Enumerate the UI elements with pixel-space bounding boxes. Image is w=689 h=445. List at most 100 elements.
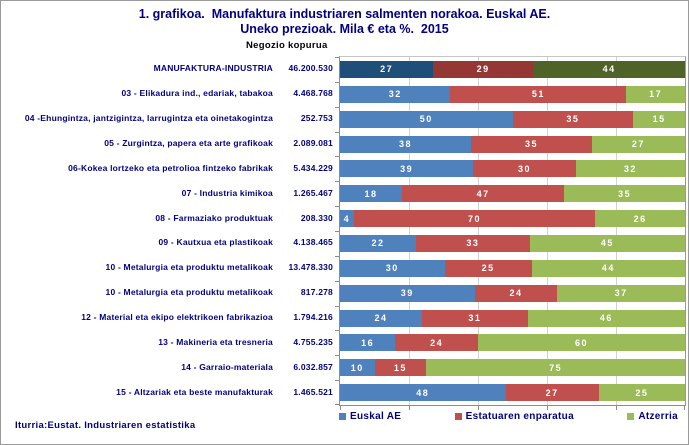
row-value: 1.794.216 <box>293 312 333 323</box>
axis-tick <box>335 57 339 58</box>
row-label: 07 - Industria kimikoa <box>181 187 273 198</box>
bar-segment: 26 <box>595 210 685 228</box>
bar-segment: 37 <box>557 284 685 302</box>
axis-tick <box>335 156 339 158</box>
bar-segment: 18 <box>340 185 403 203</box>
bar-segment: 44 <box>531 259 685 277</box>
axis-tick <box>335 380 339 382</box>
axis-tick <box>335 255 339 257</box>
bar-segment: 60 <box>478 334 685 352</box>
row-value: 5.434.229 <box>293 162 333 173</box>
bar-segment: 38 <box>340 135 472 153</box>
bar-row: 48 27 25 <box>340 380 685 405</box>
row-value: 1.265.467 <box>293 187 333 198</box>
stacked-bar: 48 27 25 <box>340 384 685 402</box>
bar-segment: 47 <box>402 185 565 203</box>
bar-segment: 45 <box>529 234 685 252</box>
stacked-bar: 50 35 15 <box>340 110 685 128</box>
stacked-bar: 30 25 44 <box>340 259 685 277</box>
axis-tick <box>340 406 341 410</box>
axis-tick <box>335 305 339 307</box>
stacked-bar: 4 70 26 <box>340 210 685 228</box>
plot-area: 27 29 44 32 51 17 50 35 15 38 35 27 39 30 32 18 47 35 4 70 2… <box>335 56 686 410</box>
bar-segment: 15 <box>374 359 427 377</box>
bar-row: 18 47 35 <box>340 181 685 206</box>
bar-segment: 27 <box>505 384 599 402</box>
bar-segment: 27 <box>340 60 434 78</box>
bar-segment: 15 <box>633 110 685 128</box>
axis-tick <box>335 206 339 208</box>
table-row: 13 - Makineria eta tresneria 4.755.235 <box>1 329 339 354</box>
row-label: 13 - Makineria eta tresneria <box>158 336 273 347</box>
bar-segment: 25 <box>598 384 685 402</box>
row-value: 6.032.857 <box>293 361 333 372</box>
bar-segment: 48 <box>340 384 506 402</box>
table-row: 04 -Ehungintza, jantzigintza, larrugintz… <box>1 106 339 131</box>
stacked-bar: 22 33 45 <box>340 234 685 252</box>
table-row: MANUFAKTURA-INDUSTRIA 46.200.530 <box>1 56 339 81</box>
bar-segment: 4 <box>340 210 354 228</box>
bar-segment: 24 <box>474 284 558 302</box>
bar-segment: 10 <box>340 359 375 377</box>
axis-tick <box>335 404 339 405</box>
table-row: 09 - Kautxua eta plastikoak 4.138.465 <box>1 230 339 255</box>
axis-tick <box>335 280 339 282</box>
bar-row: 30 25 44 <box>340 256 685 281</box>
legend: Euskal AE Estatuaren enparatua Atzerria <box>339 411 684 422</box>
axis-tick <box>335 330 339 332</box>
legend-item-atzerria: Atzerria <box>627 411 678 422</box>
bar-row: 4 70 26 <box>340 206 685 231</box>
bar-segment: 44 <box>533 60 685 78</box>
legend-item-estatuaren-enparatua: Estatuaren enparatua <box>454 411 574 422</box>
legend-item-euskal-ae: Euskal AE <box>339 411 401 422</box>
legend-label: Euskal AE <box>350 411 402 422</box>
row-label: 05 - Zurgintza, papera eta arte grafikoa… <box>104 138 273 148</box>
bar-segment: 31 <box>421 309 528 327</box>
bar-segment: 30 <box>340 259 445 277</box>
bar-row: 24 31 46 <box>340 306 685 331</box>
stacked-bar: 18 47 35 <box>340 185 685 203</box>
chart-title-line1: 1. grafikoa. Manufaktura industriaren sa… <box>138 7 551 21</box>
category-labels-column: MANUFAKTURA-INDUSTRIA 46.200.530 03 - Elik… <box>1 56 339 404</box>
bar-segment: 35 <box>564 185 685 203</box>
bar-row: 38 35 27 <box>340 132 685 157</box>
bar-row: 16 24 60 <box>340 330 685 355</box>
bar-row: 22 33 45 <box>340 231 685 256</box>
bar-segment: 27 <box>591 135 685 153</box>
stacked-bar: 27 29 44 <box>340 60 685 78</box>
axis-tick <box>684 406 685 410</box>
gridline <box>478 57 479 405</box>
axis-tick <box>409 406 410 410</box>
chart-title: 1. grafikoa. Manufaktura industriaren sa… <box>1 7 688 37</box>
stacked-bar: 16 24 60 <box>340 334 685 352</box>
legend-label: Estatuaren enparatua <box>465 411 574 422</box>
axis-tick <box>335 181 339 183</box>
table-row: 03 - Elikadura ind., edariak, tabakoa 4.4… <box>1 81 339 106</box>
bar-segment: 32 <box>340 85 451 103</box>
row-value: 817.278 <box>300 287 333 298</box>
row-label: 14 - Garraio-materiala <box>181 361 273 372</box>
bar-row: 50 35 15 <box>340 107 685 132</box>
legend-swatch-blue-icon <box>339 413 346 420</box>
gridline <box>547 57 548 405</box>
stacked-bar: 10 15 75 <box>340 359 685 377</box>
row-value: 4.138.465 <box>293 237 333 248</box>
chart-title-line2: Uneko prezioak. Mila € eta %. 2015 <box>240 22 449 36</box>
axis-tick <box>547 406 548 410</box>
bar-segment: 39 <box>340 284 475 302</box>
bar-segment: 25 <box>444 259 532 277</box>
bar-segment: 39 <box>340 160 474 178</box>
bar-segment: 75 <box>426 359 685 377</box>
bar-segment: 17 <box>626 85 686 103</box>
table-row: 07 - Industria kimikoa 1.265.467 <box>1 180 339 205</box>
table-row: 15 - Altzariak eta beste manufakturak 1.4… <box>1 379 339 404</box>
row-label: MANUFAKTURA-INDUSTRIA <box>153 63 273 74</box>
bar-segment: 51 <box>450 85 627 103</box>
table-row: 10 - Metalurgia eta produktu metalikoak 8… <box>1 280 339 305</box>
bar-segment: 35 <box>512 110 634 128</box>
stacked-bar: 39 24 37 <box>340 284 685 302</box>
source-note: Iturria:Eustat. Industriaren estatistika <box>15 420 196 431</box>
row-value: 13.478.330 <box>288 262 333 273</box>
axis-tick <box>335 81 339 83</box>
